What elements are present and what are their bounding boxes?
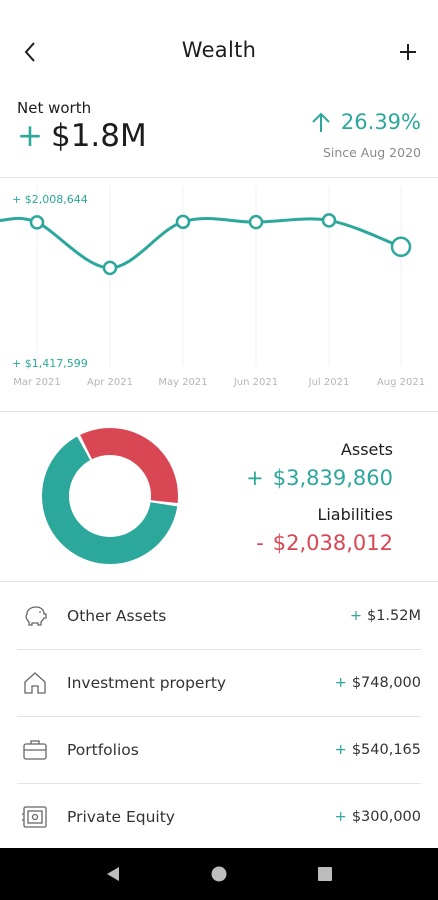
chart-x-tick-label: Apr 2021	[87, 377, 133, 388]
item-value: + $748,000	[335, 675, 421, 691]
chart-x-tick-label: Jul 2021	[308, 377, 350, 388]
net-worth-label: Net worth	[17, 99, 92, 117]
chart-x-tick-label: Aug 2021	[377, 377, 425, 388]
item-amount: $540,165	[351, 742, 421, 758]
donut-liabilities-slice	[80, 428, 179, 503]
item-sign: +	[349, 608, 362, 624]
chart-point	[102, 260, 118, 276]
net-worth-value: + $1.8M	[17, 118, 147, 154]
item-value: + $300,000	[335, 809, 421, 825]
list-item-other-assets[interactable]: Other Assets + $1.52M	[17, 583, 421, 650]
arrow-up-icon	[311, 111, 331, 133]
nav-back-button[interactable]	[93, 854, 133, 894]
item-value: + $1.52M	[350, 608, 421, 624]
change-percent: 26.39%	[340, 110, 421, 134]
item-amount: $1.52M	[366, 608, 421, 624]
chart-point	[175, 214, 191, 230]
item-value: + $540,165	[335, 742, 421, 758]
assets-value: + $3,839,860	[246, 466, 393, 490]
chart-series-line	[0, 216, 402, 270]
assets-label: Assets	[340, 440, 393, 459]
item-label: Private Equity	[67, 808, 175, 826]
item-amount: $748,000	[351, 675, 421, 691]
divider	[0, 177, 438, 178]
triangle-back-icon	[107, 867, 119, 881]
briefcase-icon	[23, 740, 47, 760]
item-sign: +	[334, 742, 347, 758]
page-title: Wealth	[181, 38, 257, 62]
liabilities-label: Liabilities	[317, 505, 393, 524]
piggy-bank-icon	[25, 606, 47, 626]
net-worth-sign: +	[17, 118, 43, 154]
back-button[interactable]	[14, 34, 46, 70]
chart-svg: Mar 2021 Apr 2021 May 2021 Jun 2021 Jul 2021…	[0, 186, 425, 388]
assets-amount: $3,839,860	[272, 466, 393, 490]
assets-liabilities-donut[interactable]	[41, 427, 179, 565]
square-recents-icon	[318, 867, 332, 881]
list-item-investment-property[interactable]: Investment property + $748,000	[17, 650, 421, 717]
chart-point	[390, 236, 412, 258]
liabilities-value: - $2,038,012	[256, 531, 393, 555]
chart-x-tick-label: Mar 2021	[13, 377, 61, 388]
house-icon	[24, 672, 46, 694]
divider	[0, 411, 438, 412]
since-label: Since Aug 2020	[322, 145, 421, 160]
liabilities-amount: $2,038,012	[272, 531, 393, 555]
safe-icon	[22, 806, 47, 828]
holdings-list: Other Assets + $1.52M Investment property…	[17, 583, 421, 851]
donut-assets-slice	[41, 436, 178, 564]
liabilities-sign: -	[256, 531, 264, 555]
chart-x-tick-label: Jun 2021	[233, 377, 278, 388]
nav-home-button[interactable]	[199, 854, 239, 894]
item-amount: $300,000	[351, 809, 421, 825]
net-worth-amount: $1.8M	[50, 118, 147, 154]
chart-point	[29, 215, 45, 230]
system-nav-bar	[0, 848, 438, 900]
list-item-private-equity[interactable]: Private Equity + $300,000	[17, 784, 421, 851]
chart-point	[248, 214, 264, 230]
item-label: Other Assets	[67, 607, 167, 625]
assets-sign: +	[246, 466, 264, 490]
item-label: Investment property	[67, 674, 227, 692]
chart-min-label: + $1,417,599	[12, 357, 88, 370]
circle-home-icon	[211, 866, 227, 882]
item-sign: +	[334, 809, 347, 825]
item-sign: +	[334, 675, 347, 691]
donut-svg	[41, 428, 179, 564]
header: Wealth	[0, 0, 438, 100]
divider	[0, 581, 438, 582]
chart-x-tick-label: May 2021	[158, 377, 207, 388]
nav-recents-button[interactable]	[305, 854, 345, 894]
net-worth-change: 26.39%	[311, 110, 421, 134]
chart-max-label: + $2,008,644	[12, 193, 88, 206]
chart-point	[321, 213, 337, 228]
list-item-portfolios[interactable]: Portfolios + $540,165	[17, 717, 421, 784]
plus-icon	[400, 44, 416, 60]
add-button[interactable]	[392, 34, 424, 70]
chevron-left-icon	[24, 42, 35, 62]
item-label: Portfolios	[67, 741, 139, 759]
net-worth-chart[interactable]: Mar 2021 Apr 2021 May 2021 Jun 2021 Jul 2021…	[0, 186, 438, 396]
